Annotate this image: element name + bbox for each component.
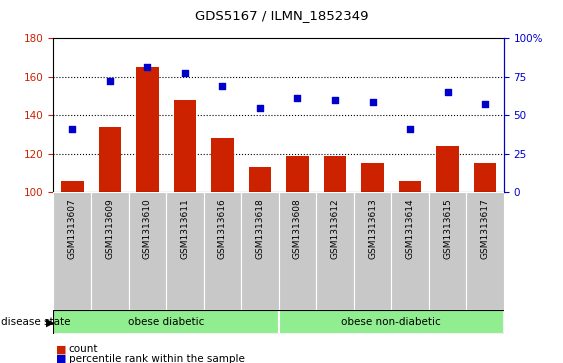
- Bar: [429, 192, 466, 310]
- Bar: [466, 192, 504, 310]
- Bar: [286, 156, 309, 192]
- Bar: [91, 192, 128, 310]
- Text: GSM1313608: GSM1313608: [293, 198, 302, 259]
- Point: [68, 126, 77, 132]
- Text: GSM1313618: GSM1313618: [256, 198, 265, 259]
- Text: ▶: ▶: [46, 317, 55, 327]
- Point: [105, 78, 114, 83]
- Point: [256, 105, 265, 110]
- Text: count: count: [69, 344, 98, 354]
- Bar: [324, 156, 346, 192]
- Point: [330, 97, 339, 103]
- Text: GSM1313610: GSM1313610: [143, 198, 152, 259]
- Bar: [99, 127, 121, 192]
- Text: disease state: disease state: [1, 317, 70, 327]
- Bar: [136, 67, 159, 192]
- Text: GSM1313616: GSM1313616: [218, 198, 227, 259]
- Point: [405, 126, 414, 132]
- Bar: [354, 192, 391, 310]
- Text: obese diabetic: obese diabetic: [128, 317, 204, 327]
- Bar: [204, 192, 241, 310]
- Text: GSM1313617: GSM1313617: [481, 198, 490, 259]
- Text: GSM1313613: GSM1313613: [368, 198, 377, 259]
- Bar: [391, 192, 429, 310]
- Text: GSM1313612: GSM1313612: [330, 198, 339, 259]
- Text: GSM1313611: GSM1313611: [180, 198, 189, 259]
- Text: obese non-diabetic: obese non-diabetic: [341, 317, 441, 327]
- Text: GSM1313615: GSM1313615: [443, 198, 452, 259]
- Point: [293, 95, 302, 101]
- Bar: [399, 181, 421, 192]
- Bar: [128, 192, 166, 310]
- Text: GSM1313614: GSM1313614: [405, 198, 414, 259]
- Bar: [166, 192, 204, 310]
- Bar: [211, 138, 234, 192]
- Bar: [61, 181, 83, 192]
- Point: [180, 70, 189, 76]
- Point: [443, 89, 452, 95]
- Bar: [249, 167, 271, 192]
- Bar: [53, 310, 279, 334]
- Point: [143, 64, 152, 70]
- Bar: [361, 163, 384, 192]
- Point: [481, 101, 490, 107]
- Point: [218, 83, 227, 89]
- Text: GSM1313607: GSM1313607: [68, 198, 77, 259]
- Bar: [279, 310, 504, 334]
- Bar: [241, 192, 279, 310]
- Bar: [316, 192, 354, 310]
- Text: GDS5167 / ILMN_1852349: GDS5167 / ILMN_1852349: [195, 9, 368, 22]
- Bar: [279, 192, 316, 310]
- Bar: [474, 163, 497, 192]
- Bar: [173, 100, 196, 192]
- Text: ■: ■: [56, 344, 67, 354]
- Text: ■: ■: [56, 354, 67, 363]
- Bar: [53, 192, 91, 310]
- Point: [368, 99, 377, 105]
- Text: percentile rank within the sample: percentile rank within the sample: [69, 354, 244, 363]
- Bar: [436, 146, 459, 192]
- Text: GSM1313609: GSM1313609: [105, 198, 114, 259]
